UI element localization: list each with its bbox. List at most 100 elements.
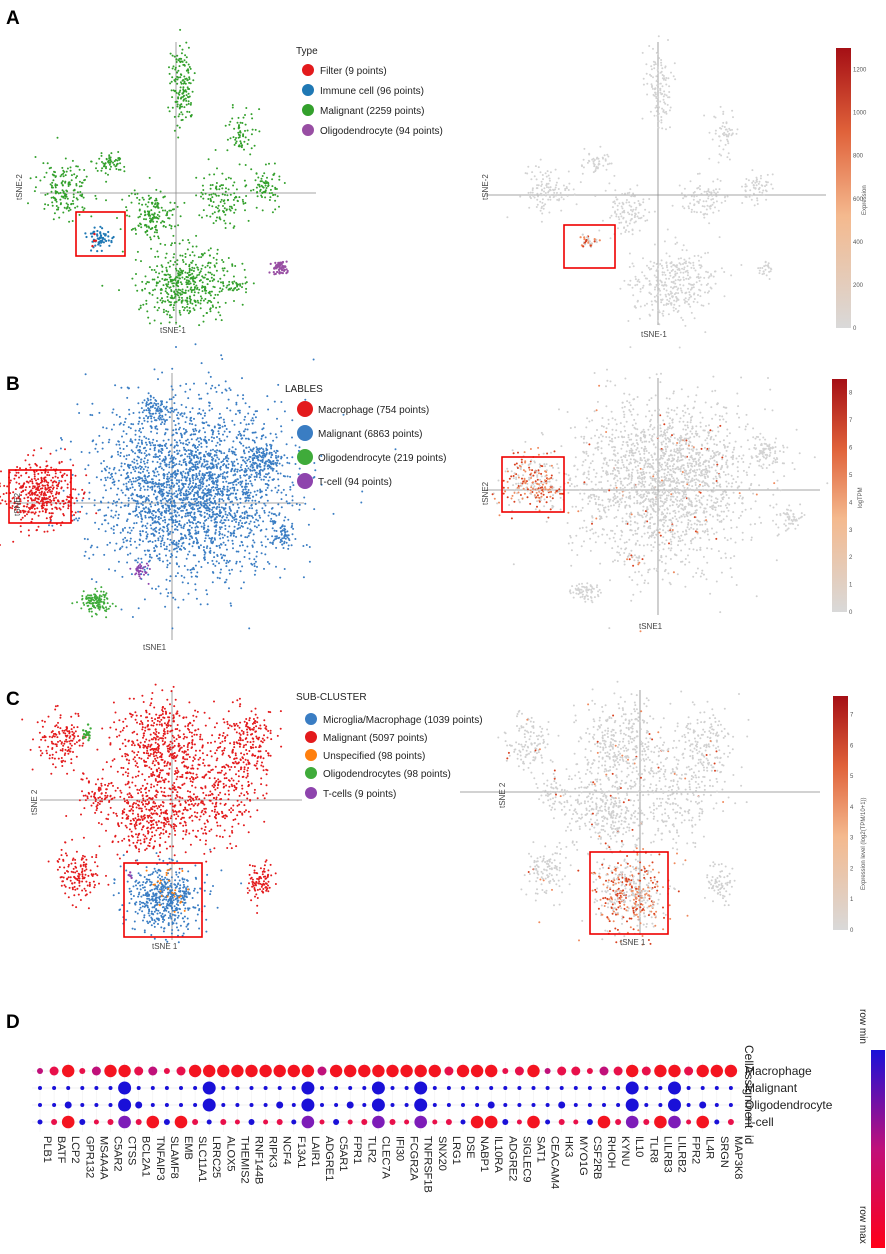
immune-point <box>85 235 88 239</box>
expression-point <box>579 236 582 239</box>
malignant-point <box>206 283 209 286</box>
malignant-point <box>192 503 195 506</box>
expression-point <box>540 185 543 187</box>
malignant-point <box>144 230 147 233</box>
expression-point <box>690 295 692 298</box>
expression-point <box>709 204 712 207</box>
malignant-point <box>164 510 167 513</box>
malignant-point <box>57 206 60 209</box>
malignant-point <box>160 485 163 487</box>
expression-point <box>657 72 660 75</box>
oligodendrocyte-point <box>269 262 272 265</box>
expression-point <box>638 202 641 205</box>
expression-point <box>706 271 709 274</box>
malignant-point <box>59 191 62 194</box>
malignant-point <box>208 499 211 501</box>
malignant-point <box>137 482 140 485</box>
malignant-point <box>202 496 205 499</box>
malignant-point <box>213 500 216 503</box>
malignant-point <box>262 427 265 430</box>
malignant-point <box>179 426 181 429</box>
malignant-point <box>160 292 162 295</box>
malignant-point <box>195 531 198 534</box>
malignant-point <box>222 269 225 272</box>
malignant-point <box>203 252 206 255</box>
malignant-point <box>199 487 202 490</box>
legend: Filter (9 points) Immune cell (96 points… <box>302 64 443 137</box>
malignant-point <box>233 143 236 146</box>
malignant-point <box>127 475 130 477</box>
expression-point <box>684 324 687 327</box>
malignant-point <box>210 301 213 304</box>
malignant-point <box>136 289 139 292</box>
expression-point <box>672 276 674 279</box>
malignant-point <box>152 455 155 458</box>
malignant-point <box>235 535 238 538</box>
malignant-point <box>205 460 208 463</box>
expression-point <box>549 194 552 197</box>
immune-point <box>90 235 94 238</box>
expression-point <box>703 114 706 117</box>
expression-point <box>706 213 709 216</box>
malignant-point <box>173 301 176 304</box>
malignant-point <box>241 565 244 568</box>
expression-point <box>667 39 669 41</box>
malignant-point <box>218 458 220 461</box>
malignant-point <box>216 576 219 579</box>
malignant-point <box>213 482 215 485</box>
malignant-point <box>244 129 246 132</box>
malignant-point <box>203 553 206 556</box>
malignant-point <box>187 289 190 292</box>
malignant-point <box>162 560 164 563</box>
expression-point <box>673 303 676 306</box>
malignant-point <box>171 279 174 282</box>
malignant-point <box>177 485 180 488</box>
expression-point <box>660 119 663 122</box>
oligodendrocyte-point <box>283 268 286 271</box>
malignant-point <box>62 172 65 175</box>
expression-point <box>634 306 637 309</box>
malignant-point <box>106 543 109 546</box>
malignant-point <box>49 183 52 186</box>
malignant-point <box>97 528 100 530</box>
expression-point <box>683 298 686 301</box>
malignant-point <box>181 288 184 291</box>
malignant-point <box>230 492 233 495</box>
malignant-point <box>220 440 223 442</box>
malignant-point <box>237 131 240 134</box>
malignant-point <box>177 96 180 99</box>
malignant-point <box>156 276 159 279</box>
malignant-point <box>158 272 161 275</box>
malignant-point <box>163 544 165 546</box>
malignant-point <box>211 440 214 443</box>
malignant-point <box>102 162 105 165</box>
malignant-point <box>162 519 164 522</box>
malignant-point <box>229 514 232 517</box>
expression-point <box>724 133 727 136</box>
malignant-point <box>273 529 276 532</box>
malignant-point <box>67 181 70 184</box>
malignant-point <box>271 543 274 545</box>
malignant-point <box>203 453 206 456</box>
malignant-point <box>120 489 123 492</box>
malignant-point <box>107 501 110 504</box>
oligodendrocyte-point <box>286 271 289 274</box>
malignant-point <box>134 452 137 455</box>
malignant-point <box>204 537 207 540</box>
malignant-point <box>189 82 192 85</box>
expression-point <box>680 289 683 292</box>
malignant-point <box>180 103 183 106</box>
malignant-point <box>257 524 260 527</box>
malignant-point <box>203 414 206 417</box>
malignant-point <box>220 319 223 322</box>
malignant-point <box>126 396 129 399</box>
malignant-point <box>165 491 168 494</box>
malignant-point <box>166 563 169 566</box>
malignant-point <box>159 542 162 545</box>
malignant-point <box>60 437 62 439</box>
malignant-point <box>218 417 221 420</box>
malignant-point <box>185 479 188 482</box>
malignant-point <box>179 384 182 387</box>
malignant-point <box>157 378 159 381</box>
